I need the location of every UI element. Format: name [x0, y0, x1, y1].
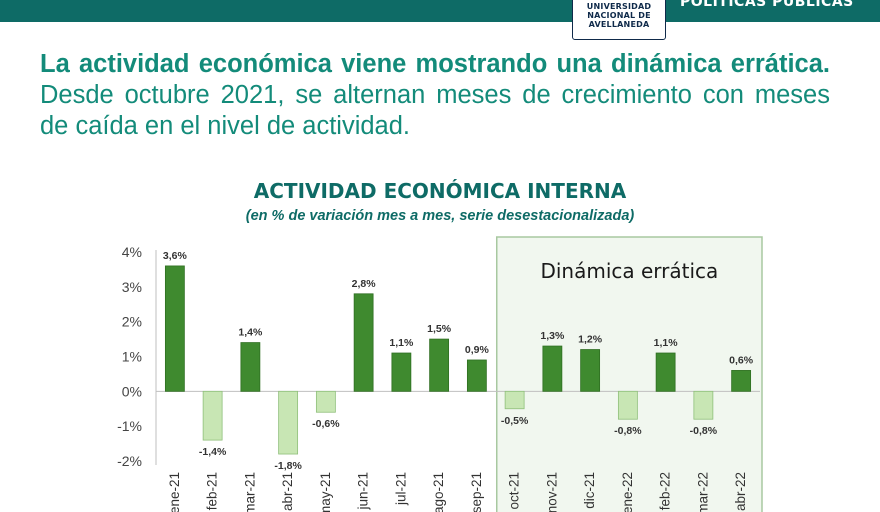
bar: [202, 390, 223, 441]
data-label: 1,3%: [540, 330, 565, 342]
data-label: 1,2%: [578, 334, 603, 346]
data-label: -0,8%: [690, 425, 718, 437]
x-tick-label: feb-22: [658, 472, 673, 510]
x-tick-label: ago-21: [431, 472, 446, 512]
x-tick-label: ene-22: [620, 472, 635, 512]
chart-subtitle: (en % de variación mes a mes, serie dese…: [245, 208, 635, 224]
data-label: 0,9%: [465, 344, 490, 356]
y-tick-label: 2%: [122, 314, 142, 330]
bar: [315, 390, 336, 413]
data-label: -0,6%: [312, 418, 340, 430]
x-tick-label: mar-21: [242, 472, 257, 512]
bar: [731, 370, 752, 392]
bar: [353, 293, 374, 392]
bar: [240, 342, 261, 392]
x-tick-label: feb-21: [205, 472, 220, 510]
headline-paragraph: La actividad económica viene mostrando u…: [40, 49, 830, 142]
bar: [278, 390, 299, 455]
bar: [466, 359, 487, 392]
data-label: -0,8%: [614, 425, 642, 437]
x-tick-label: may-21: [318, 472, 333, 512]
data-label: 1,1%: [654, 337, 679, 349]
highlight-region: [496, 236, 763, 512]
logo-line-3: AVELLANEDA: [588, 20, 650, 29]
bar: [693, 390, 714, 420]
data-label: -1,4%: [199, 446, 227, 458]
y-tick-label: 1%: [122, 349, 142, 365]
data-label: -1,8%: [274, 460, 302, 472]
data-label: 1,5%: [427, 323, 452, 335]
x-tick-label: oct-21: [507, 472, 522, 510]
bar: [429, 338, 450, 392]
data-label: 1,4%: [238, 327, 263, 339]
bar: [617, 390, 638, 420]
chart-title: ACTIVIDAD ECONÓMICA INTERNA: [253, 179, 627, 203]
bar: [391, 352, 412, 392]
y-tick-label: 3%: [122, 279, 142, 295]
data-label: -0,5%: [501, 415, 529, 427]
y-tick-label: 0%: [122, 383, 142, 399]
x-tick-label: mar-22: [695, 472, 710, 512]
section-badge: POLÍTICAS PÚBLICAS: [668, 0, 880, 14]
bar: [542, 345, 563, 392]
headline-bold: La actividad económica viene mostrando u…: [40, 50, 830, 78]
bar: [164, 265, 185, 392]
bar: [504, 390, 525, 410]
y-tick-label: 4%: [122, 244, 142, 260]
headline-rest: Desde octubre 2021, se alternan meses de…: [40, 81, 830, 140]
x-tick-label: abr-22: [733, 472, 748, 511]
y-tick-label: -1%: [117, 418, 142, 434]
data-label: 0,6%: [729, 354, 754, 366]
data-label: 1,1%: [389, 337, 414, 349]
highlight-label: Dinámica errática: [540, 259, 718, 283]
x-tick-label: nov-21: [544, 472, 559, 512]
bar: [580, 349, 601, 392]
university-logo: UNIVERSIDAD NACIONAL DE AVELLANEDA: [572, 0, 666, 40]
x-tick-label: sep-21: [469, 472, 484, 512]
logo-line-1: UNIVERSIDAD: [586, 2, 652, 11]
x-tick-label: dic-21: [582, 472, 597, 509]
logo-line-2: NACIONAL DE: [587, 11, 651, 20]
x-tick-label: ene-21: [167, 472, 182, 512]
bar: [655, 352, 676, 392]
x-tick-label: jul-21: [393, 472, 408, 506]
y-tick-label: -2%: [117, 453, 142, 469]
data-label: 3,6%: [163, 250, 188, 262]
x-tick-label: jun-21: [356, 472, 371, 511]
x-tick-label: abr-21: [280, 472, 295, 511]
data-label: 2,8%: [352, 278, 377, 290]
section-badge-label: POLÍTICAS PÚBLICAS: [680, 0, 854, 10]
